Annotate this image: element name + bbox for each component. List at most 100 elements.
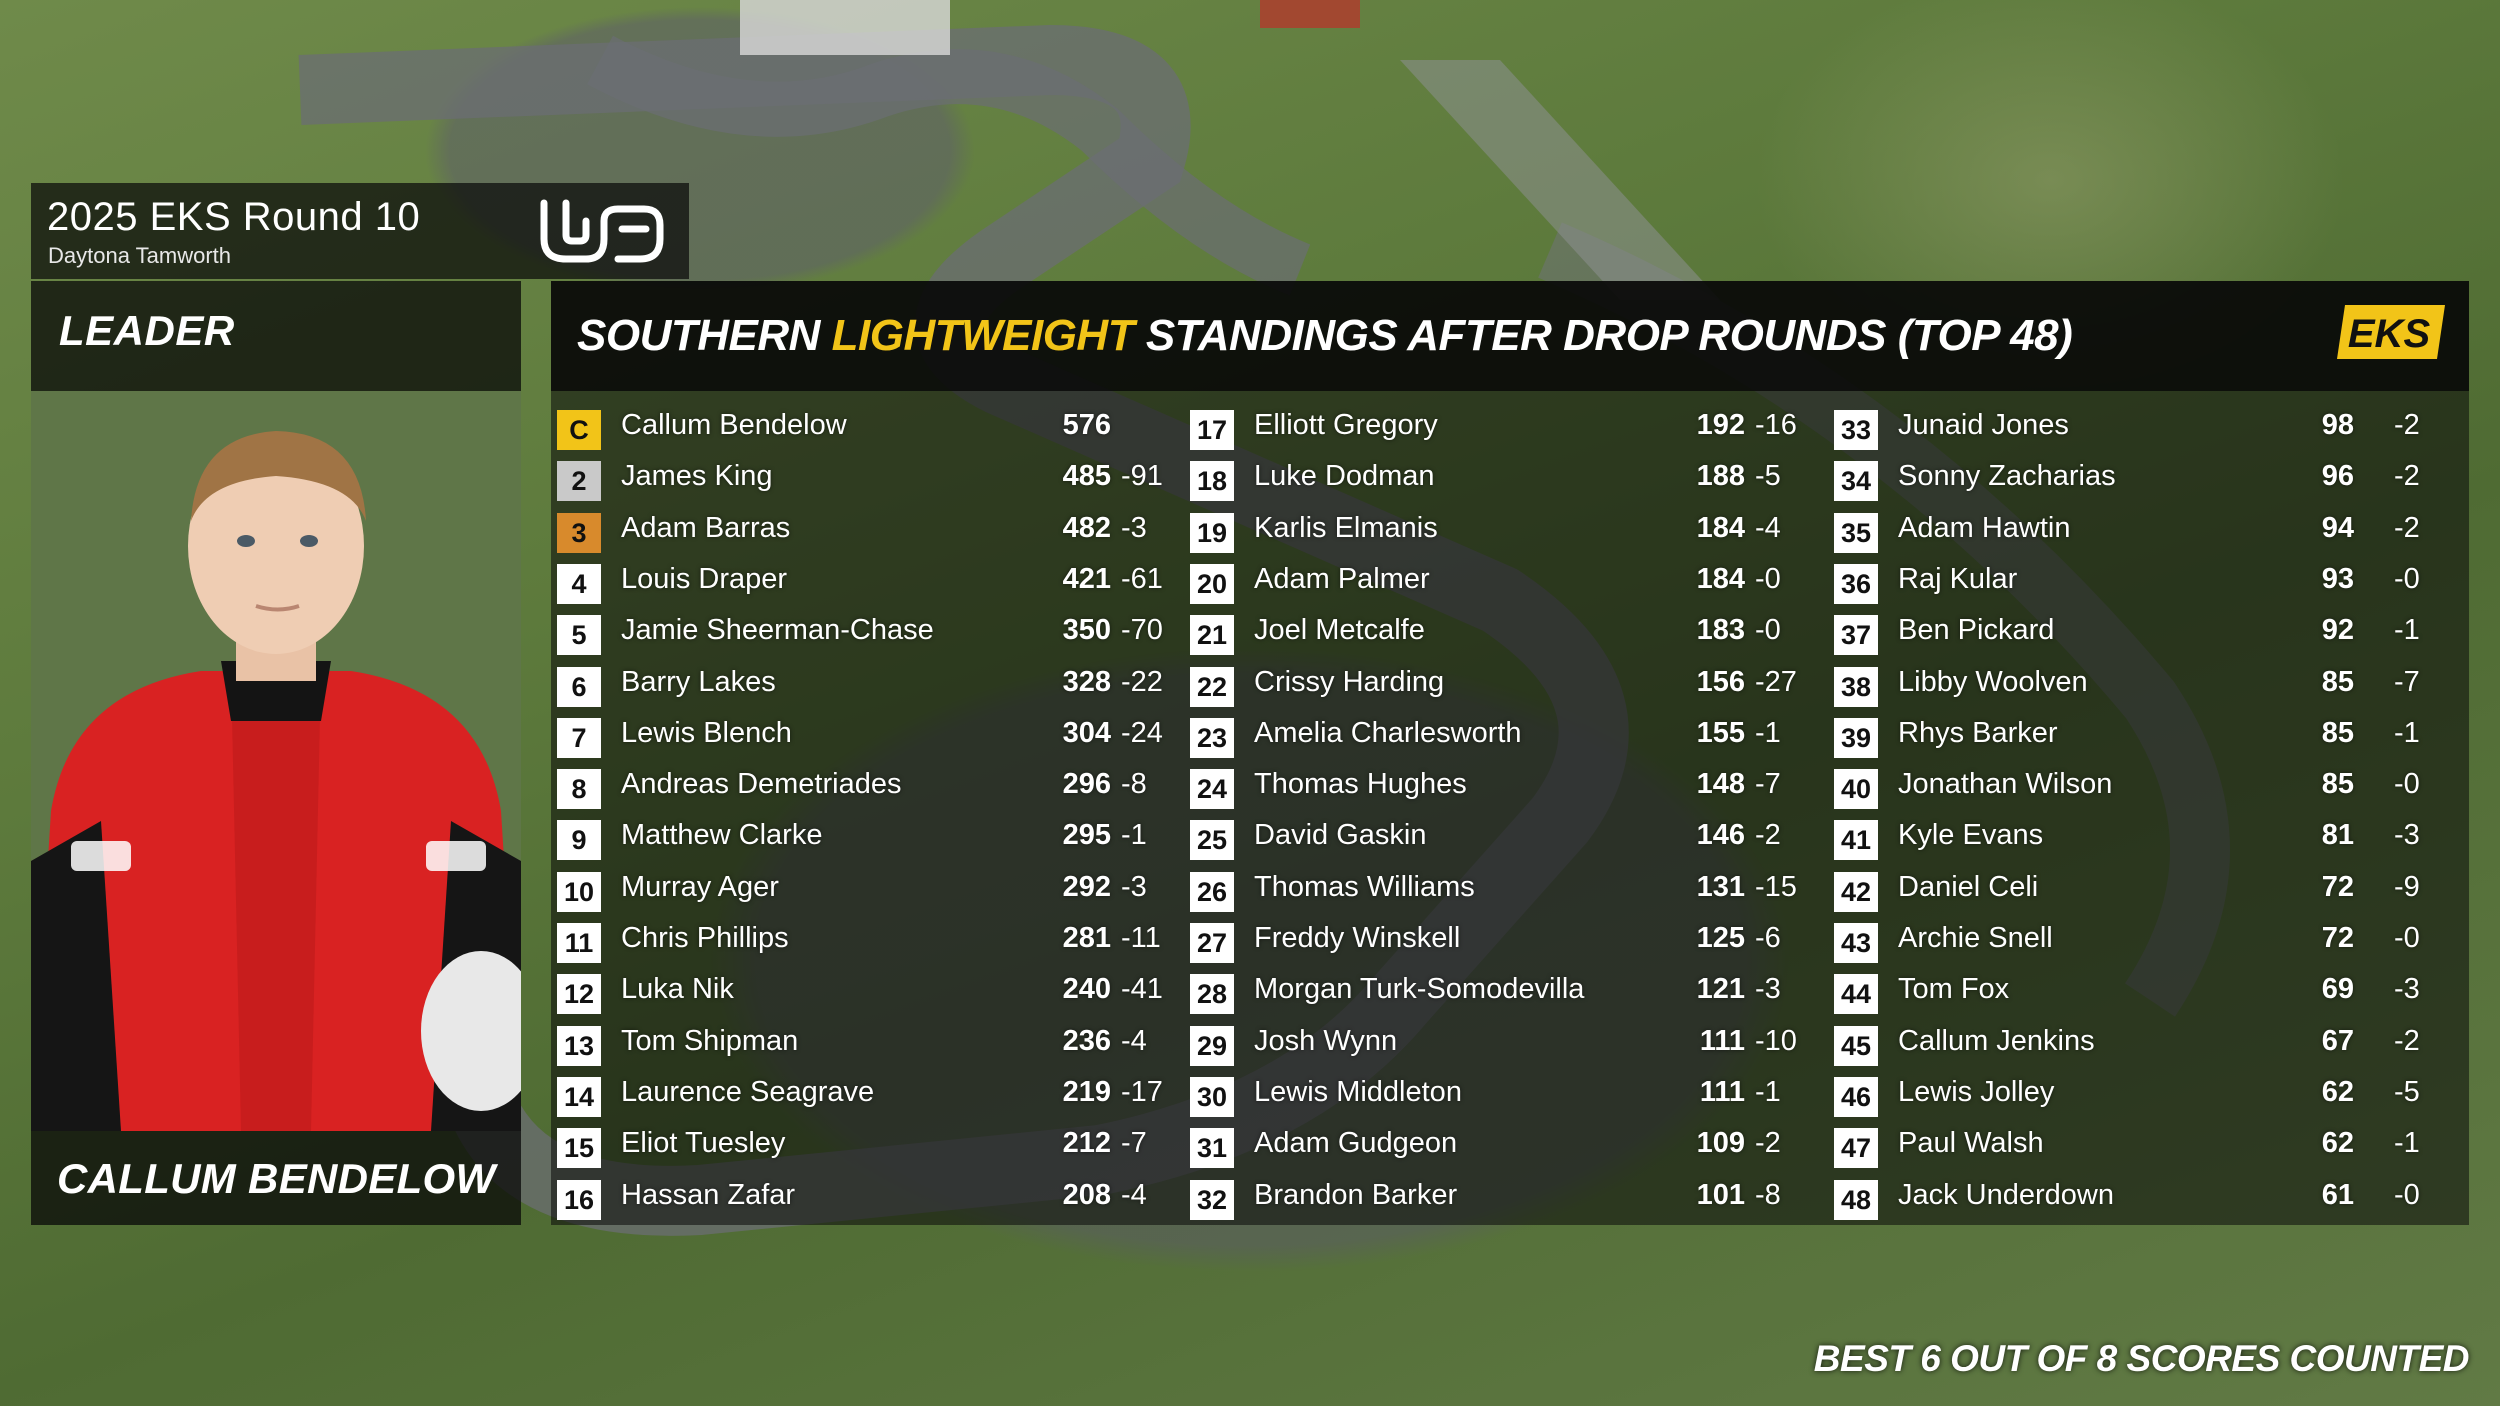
standings-row: 14 Laurence Seagrave 219 -17 xyxy=(557,1072,1177,1123)
eks-logo-icon: EKS xyxy=(2337,305,2445,359)
driver-points: 146 xyxy=(1696,819,1745,852)
standings-row: 47 Paul Walsh 62 -1 xyxy=(1834,1123,2454,1174)
standings-row: 7 Lewis Blench 304 -24 xyxy=(557,713,1177,764)
standings-row: 38 Libby Woolven 85 -7 xyxy=(1834,662,2454,713)
driver-points: 111 xyxy=(1699,1075,1745,1108)
dropped-points: -1 xyxy=(1755,716,1781,749)
driver-name: Lewis Jolley xyxy=(1898,1075,2055,1108)
driver-points: 295 xyxy=(1062,819,1111,852)
dropped-points: -1 xyxy=(2394,716,2420,749)
position-badge: 19 xyxy=(1190,512,1234,553)
dropped-points: -6 xyxy=(1755,922,1781,954)
driver-name: Murray Ager xyxy=(621,870,779,903)
driver-name: Barry Lakes xyxy=(621,665,776,698)
driver-points: 101 xyxy=(1696,1178,1745,1211)
dropped-points: -2 xyxy=(2394,409,2420,441)
standings-header: SOUTHERN LIGHTWEIGHT STANDINGS AFTER DRO… xyxy=(551,281,2469,391)
leader-panel: LEADER CALLUM BENDELOW xyxy=(31,281,521,1225)
driver-points: 98 xyxy=(2321,409,2354,441)
standings-row: 35 Adam Hawtin 94 -2 xyxy=(1834,508,2454,559)
driver-points: 212 xyxy=(1062,1127,1111,1160)
dropped-points: -0 xyxy=(2394,562,2420,595)
position-badge: 29 xyxy=(1190,1025,1234,1066)
dropped-points: -0 xyxy=(2394,768,2420,801)
dropped-points: -70 xyxy=(1121,614,1163,647)
dropped-points: -2 xyxy=(2394,460,2420,493)
driver-points: 236 xyxy=(1062,1024,1111,1057)
standings-title-part1: SOUTHERN xyxy=(577,311,832,360)
standings-row: 40 Jonathan Wilson 85 -0 xyxy=(1834,764,2454,815)
eks-logo-text: EKS xyxy=(2348,312,2431,356)
position-badge: 37 xyxy=(1834,615,1878,656)
driver-name: Andreas Demetriades xyxy=(621,768,902,801)
driver-name: Morgan Turk-Somodevilla xyxy=(1254,973,1585,1006)
standings-row: 42 Daniel Celi 72 -9 xyxy=(1834,867,2454,918)
position-badge: 10 xyxy=(557,871,601,912)
position-badge: 31 xyxy=(1190,1128,1234,1169)
driver-name: Amelia Charlesworth xyxy=(1254,716,1522,749)
position-badge: 3 xyxy=(557,512,601,553)
driver-points: 482 xyxy=(1062,511,1111,544)
position-badge: 43 xyxy=(1834,923,1878,963)
driver-points: 421 xyxy=(1062,562,1111,595)
driver-name: Chris Phillips xyxy=(621,922,789,954)
driver-name: Daniel Celi xyxy=(1898,870,2039,903)
driver-name: Junaid Jones xyxy=(1898,409,2069,441)
standings-row: 9 Matthew Clarke 295 -1 xyxy=(557,815,1177,866)
driver-name: Callum Bendelow xyxy=(621,409,847,441)
standings-row: 27 Freddy Winskell 125 -6 xyxy=(1190,918,1810,969)
dropped-points: -1 xyxy=(2394,1127,2420,1160)
standings-row: 36 Raj Kular 93 -0 xyxy=(1834,559,2454,610)
position-badge: 47 xyxy=(1834,1128,1878,1169)
dropped-points: -91 xyxy=(1121,460,1163,493)
dropped-points: -2 xyxy=(1755,1127,1781,1160)
driver-name: Luka Nik xyxy=(621,973,734,1006)
position-badge: 7 xyxy=(557,717,601,758)
footer-note: BEST 6 OUT OF 8 SCORES COUNTED xyxy=(1813,1338,2470,1379)
leader-name: CALLUM BENDELOW xyxy=(57,1155,496,1202)
driver-name: Laurence Seagrave xyxy=(621,1075,875,1108)
position-badge: 32 xyxy=(1190,1179,1234,1220)
driver-points: 219 xyxy=(1062,1075,1111,1108)
dropped-points: -0 xyxy=(2394,1178,2420,1211)
driver-points: 350 xyxy=(1062,614,1111,647)
position-badge: 48 xyxy=(1834,1179,1878,1220)
driver-points: 192 xyxy=(1696,409,1745,441)
driver-name: Jack Underdown xyxy=(1898,1178,2114,1211)
driver-name: David Gaskin xyxy=(1254,819,1427,852)
driver-points: 184 xyxy=(1696,562,1745,595)
dropped-points: -0 xyxy=(1755,614,1781,647)
position-badge: 46 xyxy=(1834,1076,1878,1117)
standings-row: 8 Andreas Demetriades 296 -8 xyxy=(557,764,1177,815)
driver-points: 155 xyxy=(1696,716,1745,749)
standings-row: 23 Amelia Charlesworth 155 -1 xyxy=(1190,713,1810,764)
position-badge: 9 xyxy=(557,820,601,861)
dropped-points: -4 xyxy=(1121,1024,1147,1057)
position-badge: 20 xyxy=(1190,563,1234,604)
standings-row: 31 Adam Gudgeon 109 -2 xyxy=(1190,1123,1810,1174)
driver-name: Karlis Elmanis xyxy=(1254,511,1438,544)
driver-points: 240 xyxy=(1062,973,1111,1006)
standings-row: 17 Elliott Gregory 192 -16 xyxy=(1190,405,1810,456)
driver-name: Paul Walsh xyxy=(1898,1127,2044,1160)
position-badge: 11 xyxy=(557,923,601,963)
position-badge: 28 xyxy=(1190,974,1234,1015)
standings-title-accent: LIGHTWEIGHT xyxy=(831,311,1135,360)
position-badge: 40 xyxy=(1834,769,1878,810)
standings-row: 29 Josh Wynn 111 -10 xyxy=(1190,1021,1810,1072)
standings-row: 30 Lewis Middleton 111 -1 xyxy=(1190,1072,1810,1123)
standings-row: 43 Archie Snell 72 -0 xyxy=(1834,918,2454,969)
standings-row: 20 Adam Palmer 184 -0 xyxy=(1190,559,1810,610)
standings-row: 41 Kyle Evans 81 -3 xyxy=(1834,815,2454,866)
position-badge: 12 xyxy=(557,974,601,1015)
driver-name: Raj Kular xyxy=(1898,562,2018,595)
position-badge: 27 xyxy=(1190,923,1234,963)
standings-table: C Callum Bendelow 576 2 James King 485 -91 3 Ada… xyxy=(551,391,2469,1225)
driver-points: 576 xyxy=(1062,409,1111,441)
dropped-points: -3 xyxy=(2394,973,2420,1006)
driver-points: 121 xyxy=(1696,973,1745,1006)
driver-points: 62 xyxy=(2321,1127,2354,1160)
dropped-points: -2 xyxy=(1755,819,1781,852)
driver-points: 109 xyxy=(1696,1127,1745,1160)
driver-name: Thomas Williams xyxy=(1254,870,1475,903)
